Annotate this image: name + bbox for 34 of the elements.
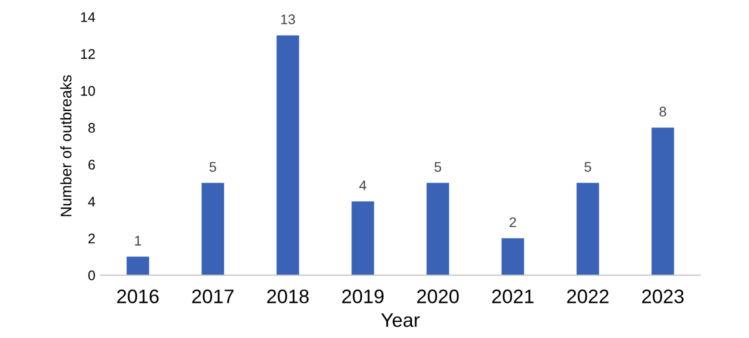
x-tick-label: 2022: [567, 290, 608, 304]
bar: [276, 35, 300, 276]
x-tick-label: 2023: [642, 290, 684, 304]
data-label: 5: [210, 162, 216, 172]
data-label: 8: [660, 106, 666, 116]
x-tick-label: 2016: [117, 290, 159, 304]
bar: [352, 201, 374, 276]
bar: [126, 256, 150, 276]
bar: [576, 182, 600, 276]
bar: [502, 238, 524, 276]
bar: [426, 182, 450, 276]
x-tick-label: 2020: [417, 290, 459, 304]
x-tick-label: 2019: [342, 290, 384, 304]
x-tick-label: 2018: [267, 290, 309, 304]
y-tick-label: 8: [88, 122, 95, 133]
y-axis-title: Number of outbreaks: [60, 75, 72, 216]
data-label: 2: [510, 217, 516, 228]
y-tick-label: 0: [88, 270, 95, 280]
data-label: 5: [584, 162, 592, 172]
x-axis-title: Year: [381, 313, 420, 327]
y-tick-label: 12: [81, 49, 95, 59]
data-label: 4: [359, 180, 366, 190]
bar: [202, 182, 224, 276]
bar: [652, 128, 674, 276]
data-label: 1: [135, 236, 142, 246]
y-tick-label: 6: [88, 160, 95, 170]
x-tick-label: 2017: [192, 290, 234, 304]
data-label: 13: [281, 14, 295, 24]
y-tick-label: 10: [81, 86, 95, 96]
x-tick-label: 2021: [492, 290, 534, 304]
y-tick-label: 14: [81, 12, 96, 22]
data-label: 5: [434, 162, 442, 172]
y-tick-label: 2: [88, 234, 95, 244]
y-tick-label: 4: [88, 196, 96, 206]
